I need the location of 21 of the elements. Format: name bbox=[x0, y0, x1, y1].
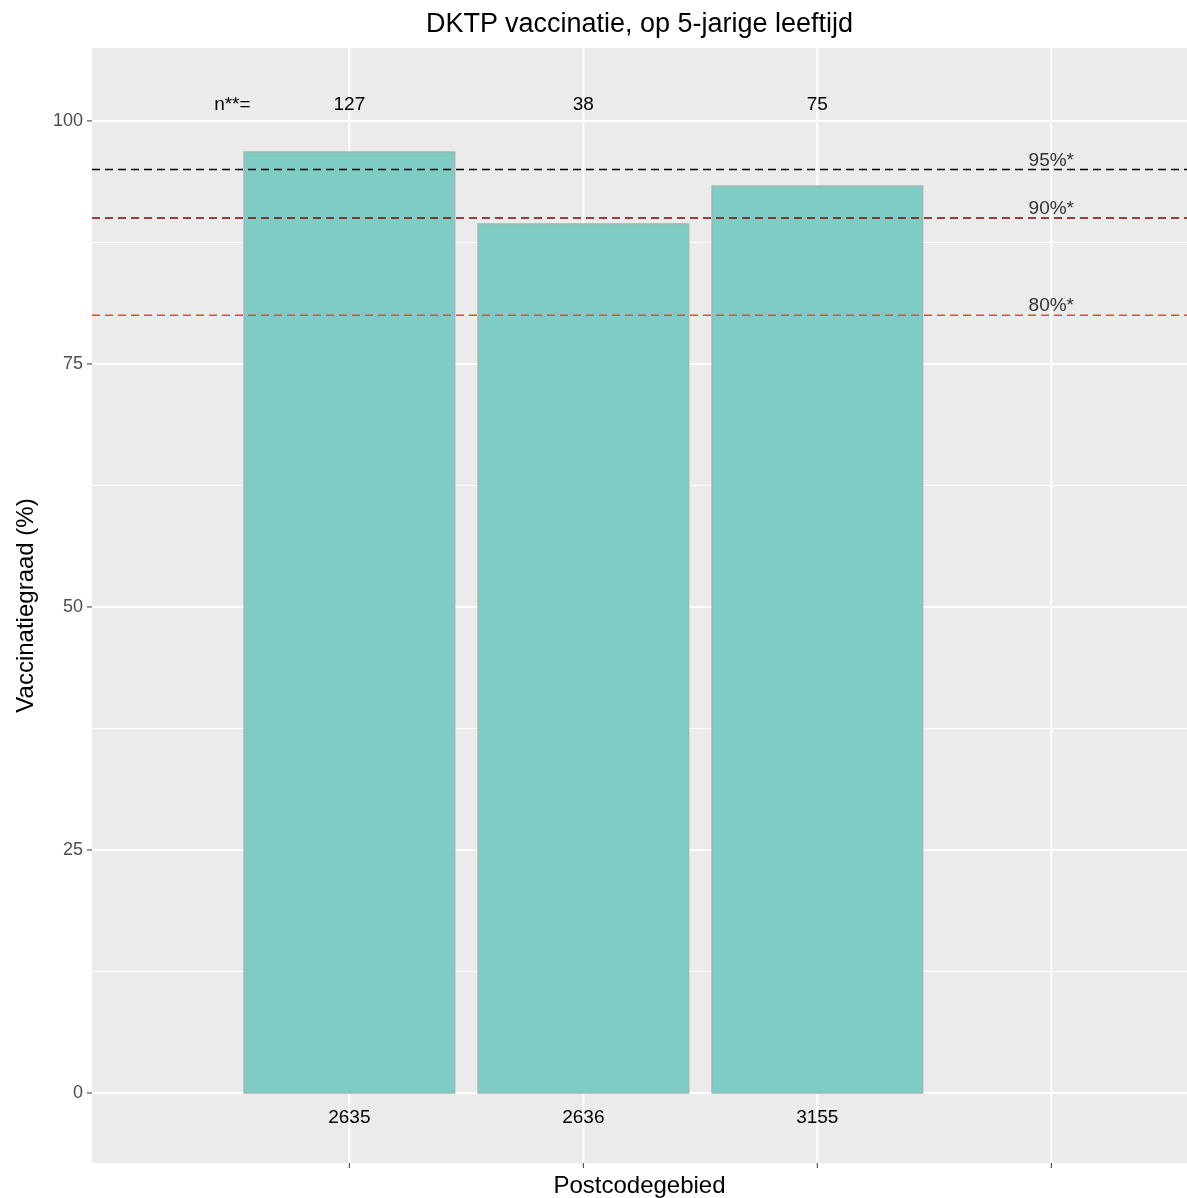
x-tick-label: 2636 bbox=[562, 1106, 605, 1128]
y-tick-label: 100 bbox=[52, 109, 83, 130]
y-tick-label: 50 bbox=[62, 595, 83, 616]
ref-line-label: 90%* bbox=[1028, 197, 1075, 219]
ref-line-label: 95%* bbox=[1028, 148, 1075, 170]
x-tick-label: 3155 bbox=[796, 1106, 839, 1128]
ref-line-label: 80%* bbox=[1028, 294, 1075, 316]
annotation: 127 bbox=[333, 93, 366, 115]
y-tick-label: 75 bbox=[62, 352, 83, 373]
bar bbox=[477, 223, 690, 1094]
annotation: 38 bbox=[572, 93, 594, 115]
x-tick-label: 2635 bbox=[328, 1106, 371, 1128]
bar bbox=[243, 151, 456, 1094]
chart-title: DKTP vaccinatie, op 5-jarige leeftijd bbox=[425, 8, 854, 38]
y-tick-label: 0 bbox=[72, 1081, 83, 1102]
x-axis-title: Postcodegebied bbox=[553, 1171, 726, 1198]
annotation: n**= bbox=[214, 93, 251, 115]
annotation: 75 bbox=[806, 93, 828, 115]
y-axis-title: Vaccinatiegraad (%) bbox=[11, 498, 38, 713]
y-tick-label: 25 bbox=[62, 838, 83, 859]
bar bbox=[711, 185, 924, 1094]
